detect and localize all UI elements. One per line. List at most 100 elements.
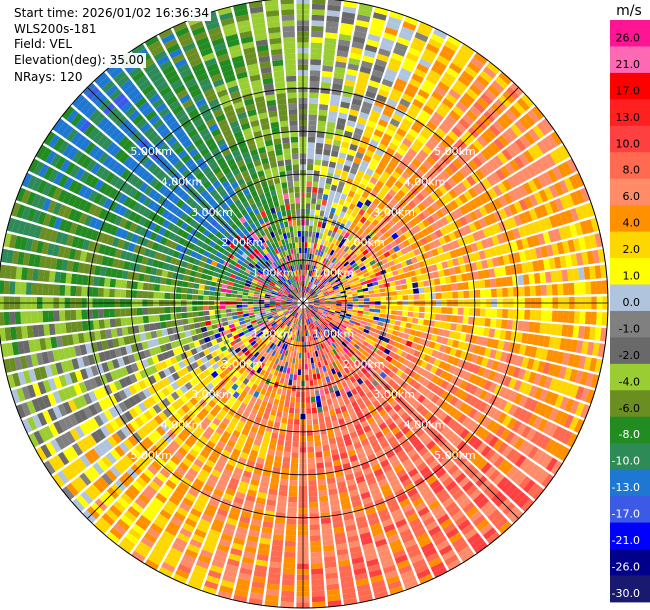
- gate: [311, 3, 326, 10]
- gate: [423, 319, 430, 326]
- gate: [180, 352, 188, 360]
- gate: [466, 175, 477, 187]
- gate: [322, 59, 334, 67]
- gate: [364, 347, 372, 354]
- gate: [179, 502, 191, 513]
- gate: [255, 497, 266, 505]
- gate: [360, 231, 368, 239]
- gate: [124, 375, 133, 386]
- gate: [319, 305, 325, 307]
- gate: [266, 499, 277, 507]
- gate: [426, 475, 438, 486]
- gate: [444, 192, 454, 202]
- gate: [336, 304, 342, 306]
- gate: [345, 313, 352, 317]
- gate: [536, 470, 550, 485]
- gate: [327, 351, 332, 358]
- gate: [320, 315, 326, 320]
- gate: [197, 381, 206, 389]
- gate: [334, 532, 346, 540]
- gate: [308, 236, 312, 243]
- gate: [75, 309, 82, 320]
- gate: [81, 309, 88, 320]
- gate: [394, 417, 404, 426]
- gate: [420, 189, 430, 198]
- gate: [204, 539, 217, 549]
- gate: [333, 139, 342, 147]
- gate: [392, 549, 406, 559]
- gate: [464, 382, 473, 393]
- gate: [322, 289, 328, 294]
- gate: [268, 488, 278, 496]
- gate: [372, 320, 379, 325]
- gate: [331, 319, 337, 324]
- gate: [388, 422, 397, 431]
- gate: [296, 380, 301, 387]
- gate: [475, 336, 483, 345]
- gate: [33, 367, 43, 381]
- gate: [370, 574, 384, 584]
- gate: [123, 399, 133, 410]
- gate: [510, 354, 519, 366]
- gate: [341, 457, 350, 465]
- gate: [264, 600, 279, 607]
- gate: [209, 334, 216, 341]
- gate: [256, 410, 264, 418]
- gate: [272, 313, 278, 318]
- gate: [332, 265, 338, 271]
- gate: [434, 408, 444, 418]
- gate: [410, 256, 418, 264]
- gate: [145, 506, 158, 518]
- gate: [284, 401, 290, 408]
- gate: [425, 455, 436, 466]
- gate: [309, 346, 312, 353]
- gate: [83, 469, 96, 483]
- gate: [452, 258, 460, 267]
- gate: [343, 339, 350, 345]
- gate: [435, 292, 442, 299]
- gate: [309, 311, 314, 317]
- gate: [351, 162, 360, 170]
- gate: [435, 468, 447, 479]
- gate: [448, 407, 458, 418]
- gate: [98, 399, 108, 411]
- gate: [147, 307, 154, 315]
- gate: [127, 435, 138, 447]
- ray-14: [306, 71, 512, 299]
- gate: [292, 311, 297, 317]
- gate: [509, 487, 522, 501]
- gate: [353, 240, 360, 247]
- gate: [432, 177, 442, 188]
- gate: [513, 252, 521, 263]
- gate: [304, 308, 307, 314]
- gate: [260, 532, 272, 540]
- gate: [527, 445, 539, 460]
- gate: [129, 373, 138, 384]
- gate: [448, 365, 457, 374]
- gate: [315, 457, 324, 464]
- gate: [345, 74, 357, 82]
- gate: [189, 397, 198, 406]
- gate: [311, 402, 317, 408]
- gate: [360, 420, 369, 428]
- gate: [523, 479, 536, 493]
- gate: [40, 444, 52, 459]
- gate: [543, 376, 553, 389]
- gate: [150, 330, 158, 339]
- gate: [250, 340, 257, 346]
- gate: [473, 317, 480, 326]
- gate: [378, 242, 385, 250]
- gate: [470, 172, 481, 183]
- gate: [436, 335, 444, 344]
- gate: [43, 460, 56, 475]
- gate: [344, 284, 350, 288]
- gate: [468, 451, 480, 463]
- gate: [332, 179, 339, 186]
- gate: [341, 141, 350, 149]
- gate: [313, 315, 318, 321]
- gate: [211, 469, 222, 478]
- gate: [506, 176, 517, 189]
- gate: [419, 109, 431, 120]
- gate: [310, 535, 321, 542]
- gate: [298, 352, 302, 359]
